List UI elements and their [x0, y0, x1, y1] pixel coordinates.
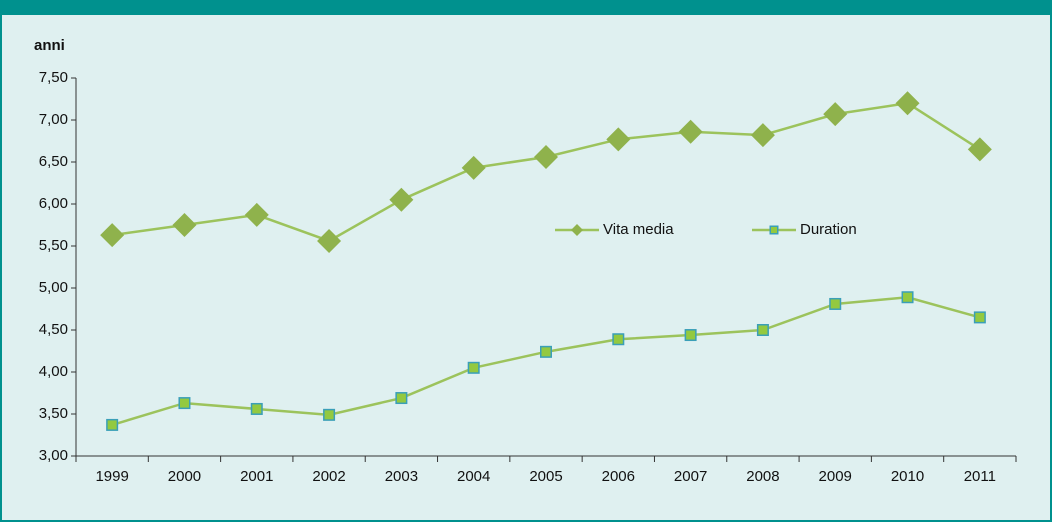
data-point [612, 333, 625, 346]
y-tick-label: 7,00 [39, 111, 68, 128]
data-point [461, 155, 486, 180]
data-point [467, 361, 480, 374]
y-axis-label: anni [34, 37, 65, 54]
y-tick-label: 4,00 [39, 363, 68, 380]
x-tick-label: 2003 [385, 468, 418, 485]
x-tick-label: 2006 [602, 468, 635, 485]
y-tick-label: 5,50 [39, 237, 68, 254]
data-point [178, 397, 191, 410]
data-point [750, 123, 775, 148]
data-point [967, 137, 992, 162]
data-point [244, 202, 269, 227]
data-point [540, 345, 552, 358]
x-tick-label: 2008 [746, 468, 779, 485]
data-point [250, 402, 263, 415]
data-point [317, 228, 342, 253]
data-point [678, 119, 703, 144]
data-point [395, 392, 408, 405]
data-point [606, 127, 631, 152]
data-point [172, 213, 197, 237]
data-point [756, 324, 769, 336]
data-point [106, 418, 119, 431]
y-tick-label: 6,00 [39, 195, 68, 212]
data-point [973, 311, 986, 324]
x-tick-label: 2001 [240, 468, 273, 485]
data-point [534, 144, 558, 169]
legend-marker [769, 225, 779, 235]
x-tick-label: 2004 [457, 468, 490, 485]
x-tick-label: 2009 [819, 468, 852, 485]
data-point [895, 91, 920, 116]
data-point [389, 187, 414, 212]
data-point [829, 297, 842, 310]
y-tick-label: 3,50 [39, 405, 68, 422]
data-point [823, 102, 848, 127]
x-tick-label: 2011 [964, 468, 996, 485]
legend-marker [571, 224, 583, 236]
legend-label: Vita media [603, 221, 674, 238]
y-tick-label: 7,50 [39, 69, 68, 86]
data-point [684, 329, 697, 342]
y-tick-label: 5,00 [39, 279, 68, 296]
data-point [323, 408, 336, 421]
legend-label: Duration [800, 221, 857, 238]
x-tick-label: 2000 [168, 468, 201, 485]
x-tick-label: 2007 [674, 468, 707, 485]
data-point [100, 223, 125, 248]
top-bar [0, 0, 1052, 15]
y-tick-label: 3,00 [39, 447, 68, 464]
x-tick-label: 1999 [95, 468, 128, 485]
x-tick-label: 2010 [891, 468, 924, 485]
x-tick-label: 2002 [312, 468, 345, 485]
data-point [901, 291, 914, 304]
y-tick-label: 4,50 [39, 321, 68, 338]
x-tick-label: 2005 [529, 468, 562, 485]
y-tick-label: 6,50 [39, 153, 68, 170]
